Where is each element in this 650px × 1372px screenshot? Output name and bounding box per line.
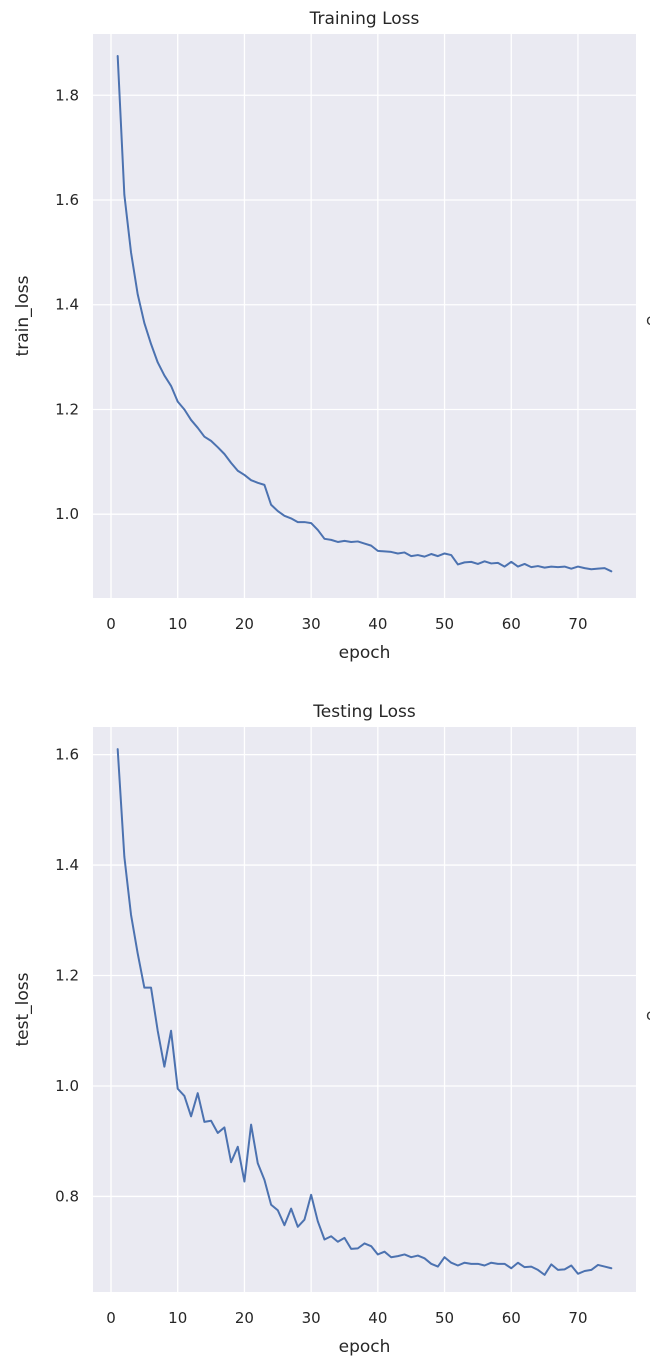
edge-mark-bottom: c bbox=[646, 1000, 650, 1030]
test-chart-title: Testing Loss bbox=[312, 702, 416, 722]
test-y-tick-label: 1.0 bbox=[55, 1077, 79, 1095]
train-chart: 0 10 20 30 40 50 60 70 1.0 1.2 1.4 1.6 1.8 Training L… bbox=[13, 9, 636, 663]
test-loss-line bbox=[116, 748, 613, 1276]
train-y-tick-label: 1.2 bbox=[55, 400, 79, 418]
train-x-tick-label: 0 bbox=[106, 615, 116, 633]
train-y-axis-label: train_loss bbox=[13, 275, 33, 356]
train-x-tick-label: 10 bbox=[168, 615, 187, 633]
test-plot-area bbox=[93, 727, 636, 1292]
test-x-tick-label: 50 bbox=[435, 1309, 454, 1327]
test-x-tick-label: 70 bbox=[568, 1309, 587, 1327]
test-chart: 0 10 20 30 40 50 60 70 0.8 1.0 1.2 1.4 1.6 Testing Lo… bbox=[13, 702, 636, 1357]
test-x-axis-label: epoch bbox=[339, 1337, 391, 1357]
train-x-tick-label: 20 bbox=[235, 615, 254, 633]
train-x-tick-label: 40 bbox=[368, 615, 387, 633]
train-x-tick-label: 30 bbox=[302, 615, 321, 633]
train-y-tick-label: 1.6 bbox=[55, 191, 79, 209]
edge-mark-top: c bbox=[646, 305, 650, 335]
test-x-tick-label: 30 bbox=[302, 1309, 321, 1327]
train-y-tick-label: 1.0 bbox=[55, 505, 79, 523]
test-y-tick-label: 1.6 bbox=[55, 746, 79, 764]
train-x-tick-label: 50 bbox=[435, 615, 454, 633]
train-plot-area bbox=[93, 34, 636, 598]
train-loss-line bbox=[116, 54, 613, 573]
test-y-axis-label: test_loss bbox=[13, 972, 33, 1046]
test-y-tick-label: 1.4 bbox=[55, 856, 79, 874]
test-x-tick-label: 0 bbox=[106, 1309, 116, 1327]
test-x-tick-label: 40 bbox=[368, 1309, 387, 1327]
train-x-tick-label: 60 bbox=[502, 615, 521, 633]
train-x-axis-label: epoch bbox=[339, 643, 391, 663]
train-x-tick-label: 70 bbox=[568, 615, 587, 633]
train-y-tick-label: 1.4 bbox=[55, 296, 79, 314]
test-y-tick-label: 0.8 bbox=[55, 1187, 79, 1205]
test-x-tick-label: 20 bbox=[235, 1309, 254, 1327]
test-y-tick-label: 1.2 bbox=[55, 967, 79, 985]
train-y-tick-label: 1.8 bbox=[55, 86, 79, 104]
test-x-tick-label: 60 bbox=[502, 1309, 521, 1327]
train-chart-title: Training Loss bbox=[309, 9, 420, 29]
test-x-tick-label: 10 bbox=[168, 1309, 187, 1327]
